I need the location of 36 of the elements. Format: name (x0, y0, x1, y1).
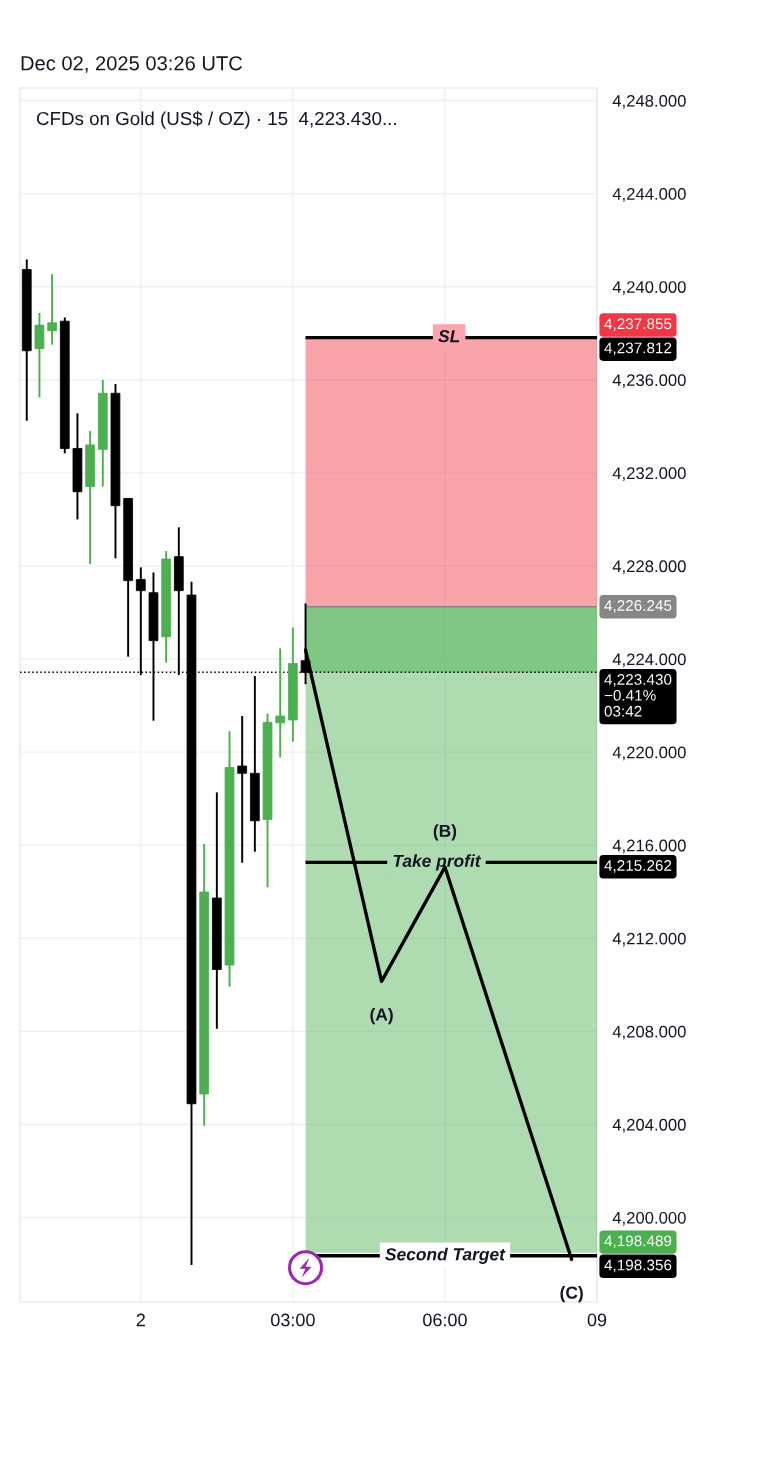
y-tick-label: 4,220.000 (612, 746, 686, 761)
candlestick (275, 647, 286, 759)
annotation: (C) (560, 1286, 583, 1303)
y-tick-label: 4,236.000 (612, 374, 686, 388)
x-tick-label: 2 (136, 1313, 145, 1327)
y-tick-label: 4,248.000 (612, 94, 686, 109)
text: CFDs on Gold (US$ / OZ) · 15 4,223.430... (36, 111, 396, 129)
y-tick-label: 4,224.000 (612, 653, 686, 668)
ref-line-label: 4,215.262 (604, 860, 672, 873)
x-tick-label: 03:00 (270, 1313, 315, 1327)
ref-line-label: 4,237.812 (604, 342, 672, 356)
y-tick-label: 4,208.000 (612, 1025, 686, 1040)
candlestick (237, 715, 248, 864)
y-tick-label: 4,240.000 (612, 281, 686, 295)
text: Dec 02, 2025 03:26 UTC (21, 56, 243, 73)
x-tick-label: 06:00 (423, 1313, 467, 1327)
ref-line-label: 4,198.356 (604, 1259, 672, 1273)
band-label: 4,198.489 (604, 1235, 672, 1249)
x-tick-label: 09 (587, 1313, 607, 1327)
y-tick-label: 4,244.000 (612, 188, 686, 202)
y-tick-label: 4,228.000 (612, 560, 686, 575)
y-tick-label: 4,200.000 (612, 1211, 686, 1226)
y-tick-label: 4,212.000 (612, 932, 686, 947)
annotation: Take profit (393, 854, 482, 871)
candlestick (47, 273, 57, 346)
ref-line-label: 4,223.430 −0.41% 03:42 (604, 674, 672, 717)
annotation: Second Target (385, 1247, 506, 1264)
y-tick-label: 4,204.000 (612, 1118, 686, 1133)
y-tick-label: 4,232.000 (612, 467, 686, 482)
y-tick-label: 4,216.000 (612, 839, 686, 854)
annotation: (A) (370, 1007, 393, 1025)
annotation: (B) (433, 824, 457, 841)
band-label: 4,237.855 (604, 318, 672, 331)
candlestick (34, 311, 45, 399)
annotation: SL (438, 330, 460, 343)
ref-line-label: 4,226.245 (604, 600, 672, 613)
